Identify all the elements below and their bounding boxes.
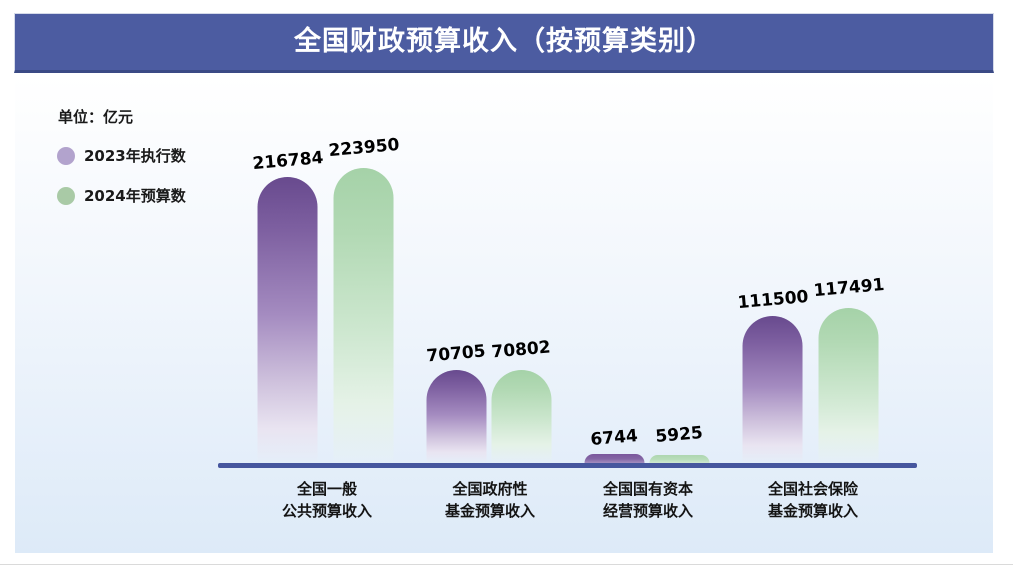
category-line-2: 经营预算收入 bbox=[602, 502, 693, 520]
page-title: 全国财政预算收入（按预算类别） bbox=[294, 26, 714, 57]
value-label: 6744 bbox=[590, 426, 639, 451]
category-line-2: 基金预算收入 bbox=[444, 502, 535, 520]
category-label-general-public-budget: 全国一般 公共预算收入 bbox=[217, 478, 437, 522]
bar-2023 bbox=[743, 316, 803, 463]
category-line-1: 全国政府性 bbox=[452, 480, 528, 498]
bar-2023 bbox=[258, 177, 318, 463]
bar-column: 70802 bbox=[491, 337, 552, 463]
value-label: 117491 bbox=[812, 275, 886, 302]
legend-label-2024: 2024年预算数 bbox=[84, 187, 186, 205]
bar-column: 117491 bbox=[813, 275, 885, 463]
bar-group-government-funds-budget: 70705 70802 bbox=[426, 337, 552, 463]
bar-column: 6744 bbox=[584, 426, 645, 463]
title-banner: 全国财政预算收入（按预算类别） bbox=[14, 13, 994, 73]
x-axis-line bbox=[218, 463, 917, 468]
category-line-2: 基金预算收入 bbox=[767, 502, 858, 520]
value-label: 223950 bbox=[327, 134, 401, 162]
bar-column: 111500 bbox=[736, 287, 810, 463]
bottom-divider bbox=[0, 564, 1013, 565]
bar-column: 216784 bbox=[251, 148, 325, 463]
legend-swatch-purple-icon bbox=[57, 146, 75, 165]
value-label: 111500 bbox=[736, 287, 810, 314]
unit-label: 单位：亿元 bbox=[58, 108, 134, 126]
bar-2024 bbox=[818, 308, 879, 463]
bar-2024 bbox=[491, 369, 552, 463]
category-line-1: 全国一般 bbox=[296, 480, 357, 498]
legend-item-2024: 2024年预算数 bbox=[57, 185, 186, 206]
category-line-1: 全国社会保险 bbox=[767, 480, 858, 498]
bar-2024 bbox=[333, 168, 394, 463]
category-line-2: 公共预算收入 bbox=[281, 502, 372, 520]
bar-2024 bbox=[649, 455, 710, 463]
bar-group-state-capital-budget: 6744 5925 bbox=[584, 423, 710, 463]
legend-label-2023: 2023年执行数 bbox=[84, 147, 186, 165]
category-label-government-funds-budget: 全国政府性 基金预算收入 bbox=[380, 478, 600, 522]
bar-column: 5925 bbox=[649, 423, 710, 463]
legend-item-2023: 2023年执行数 bbox=[57, 145, 186, 166]
bar-column: 223950 bbox=[328, 135, 400, 463]
bar-column: 70705 bbox=[426, 341, 487, 463]
value-label: 216784 bbox=[251, 148, 325, 175]
value-label: 70705 bbox=[426, 341, 487, 367]
category-label-state-capital-budget: 全国国有资本 经营预算收入 bbox=[538, 478, 758, 522]
value-label: 5925 bbox=[655, 423, 704, 448]
value-label: 70802 bbox=[491, 337, 552, 363]
category-line-1: 全国国有资本 bbox=[602, 480, 693, 498]
bar-group-social-insurance-budget: 111500 117491 bbox=[736, 275, 885, 463]
bar-group-general-public-budget: 216784 223950 bbox=[251, 135, 400, 463]
bar-2023 bbox=[426, 369, 487, 463]
category-label-social-insurance-budget: 全国社会保险 基金预算收入 bbox=[703, 478, 923, 522]
bar-2023 bbox=[584, 454, 645, 463]
legend-swatch-green-icon bbox=[57, 186, 75, 205]
bars-layer: 216784 223950 70705 70802 6744 bbox=[0, 74, 1013, 463]
